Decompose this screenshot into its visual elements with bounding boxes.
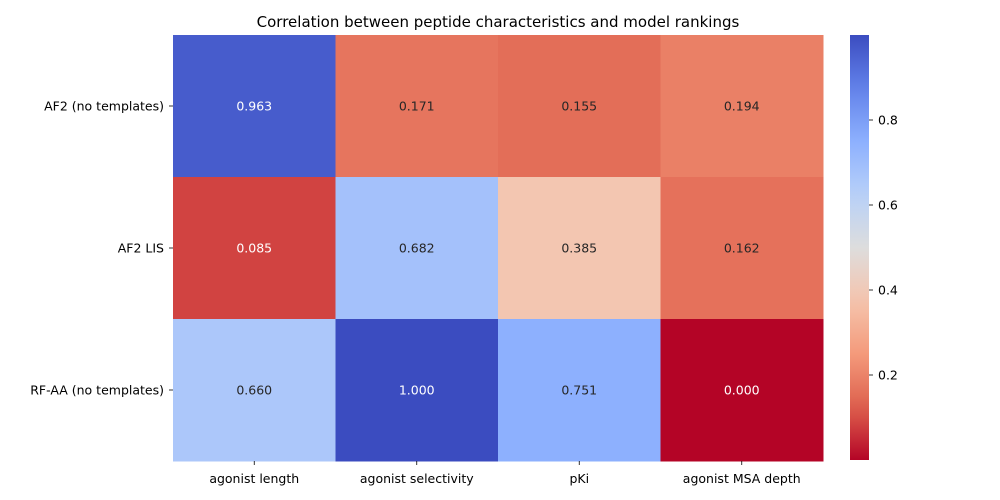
cell-value-label: 0.194 <box>724 99 760 114</box>
row-label: AF2 LIS <box>118 241 164 256</box>
column-label: agonist length <box>209 471 299 486</box>
cell-value-label: 0.963 <box>236 99 272 114</box>
colorbar-tick-label: 0.2 <box>878 368 898 383</box>
cell-value-label: 0.085 <box>236 241 272 256</box>
row-tick-labels: AF2 (no templates) AF2 LIS RF-AA (no templ… <box>30 99 173 398</box>
colorbar-tick-label: 0.8 <box>878 113 898 128</box>
cell-value-label: 0.660 <box>236 383 272 398</box>
heatmap-value-labels: 0.963 0.171 0.155 0.194 0.085 0.682 0.385 0.162… <box>236 99 759 398</box>
heatmap-cell <box>173 319 336 462</box>
cell-value-label: 0.155 <box>561 99 597 114</box>
row-label: RF-AA (no templates) <box>30 383 164 398</box>
heatmap-cell <box>173 177 336 320</box>
column-label: pKi <box>569 471 589 486</box>
colorbar-tick-label: 0.6 <box>878 198 898 213</box>
column-tick-labels: agonist length agonist selectivity pKi agon… <box>209 461 801 486</box>
colorbar-ticks: 0.2 0.4 0.6 0.8 <box>869 113 898 383</box>
heatmap-cell <box>660 319 824 462</box>
cell-value-label: 0.751 <box>561 383 597 398</box>
heatmap-cell <box>335 35 499 178</box>
heatmap-cell <box>660 35 824 178</box>
cell-value-label: 1.000 <box>399 383 435 398</box>
cell-value-label: 0.385 <box>561 241 597 256</box>
column-label: agonist selectivity <box>360 471 474 486</box>
colorbar <box>850 35 869 460</box>
cell-value-label: 0.682 <box>399 241 435 256</box>
heatmap-cell <box>335 177 499 320</box>
heatmap-cell <box>498 319 661 462</box>
row-label: AF2 (no templates) <box>44 99 164 114</box>
heatmap-cell <box>173 35 336 178</box>
cell-value-label: 0.171 <box>399 99 435 114</box>
colorbar-tick-label: 0.4 <box>878 283 898 298</box>
heatmap-cell <box>498 35 661 178</box>
cell-value-label: 0.162 <box>724 241 760 256</box>
heatmap-cells <box>173 35 824 462</box>
heatmap-cell <box>660 177 824 320</box>
cell-value-label: 0.000 <box>724 383 760 398</box>
heatmap-cell <box>335 319 499 462</box>
column-label: agonist MSA depth <box>683 471 801 486</box>
heatmap-cell <box>498 177 661 320</box>
chart-title: Correlation between peptide characterist… <box>257 13 740 31</box>
